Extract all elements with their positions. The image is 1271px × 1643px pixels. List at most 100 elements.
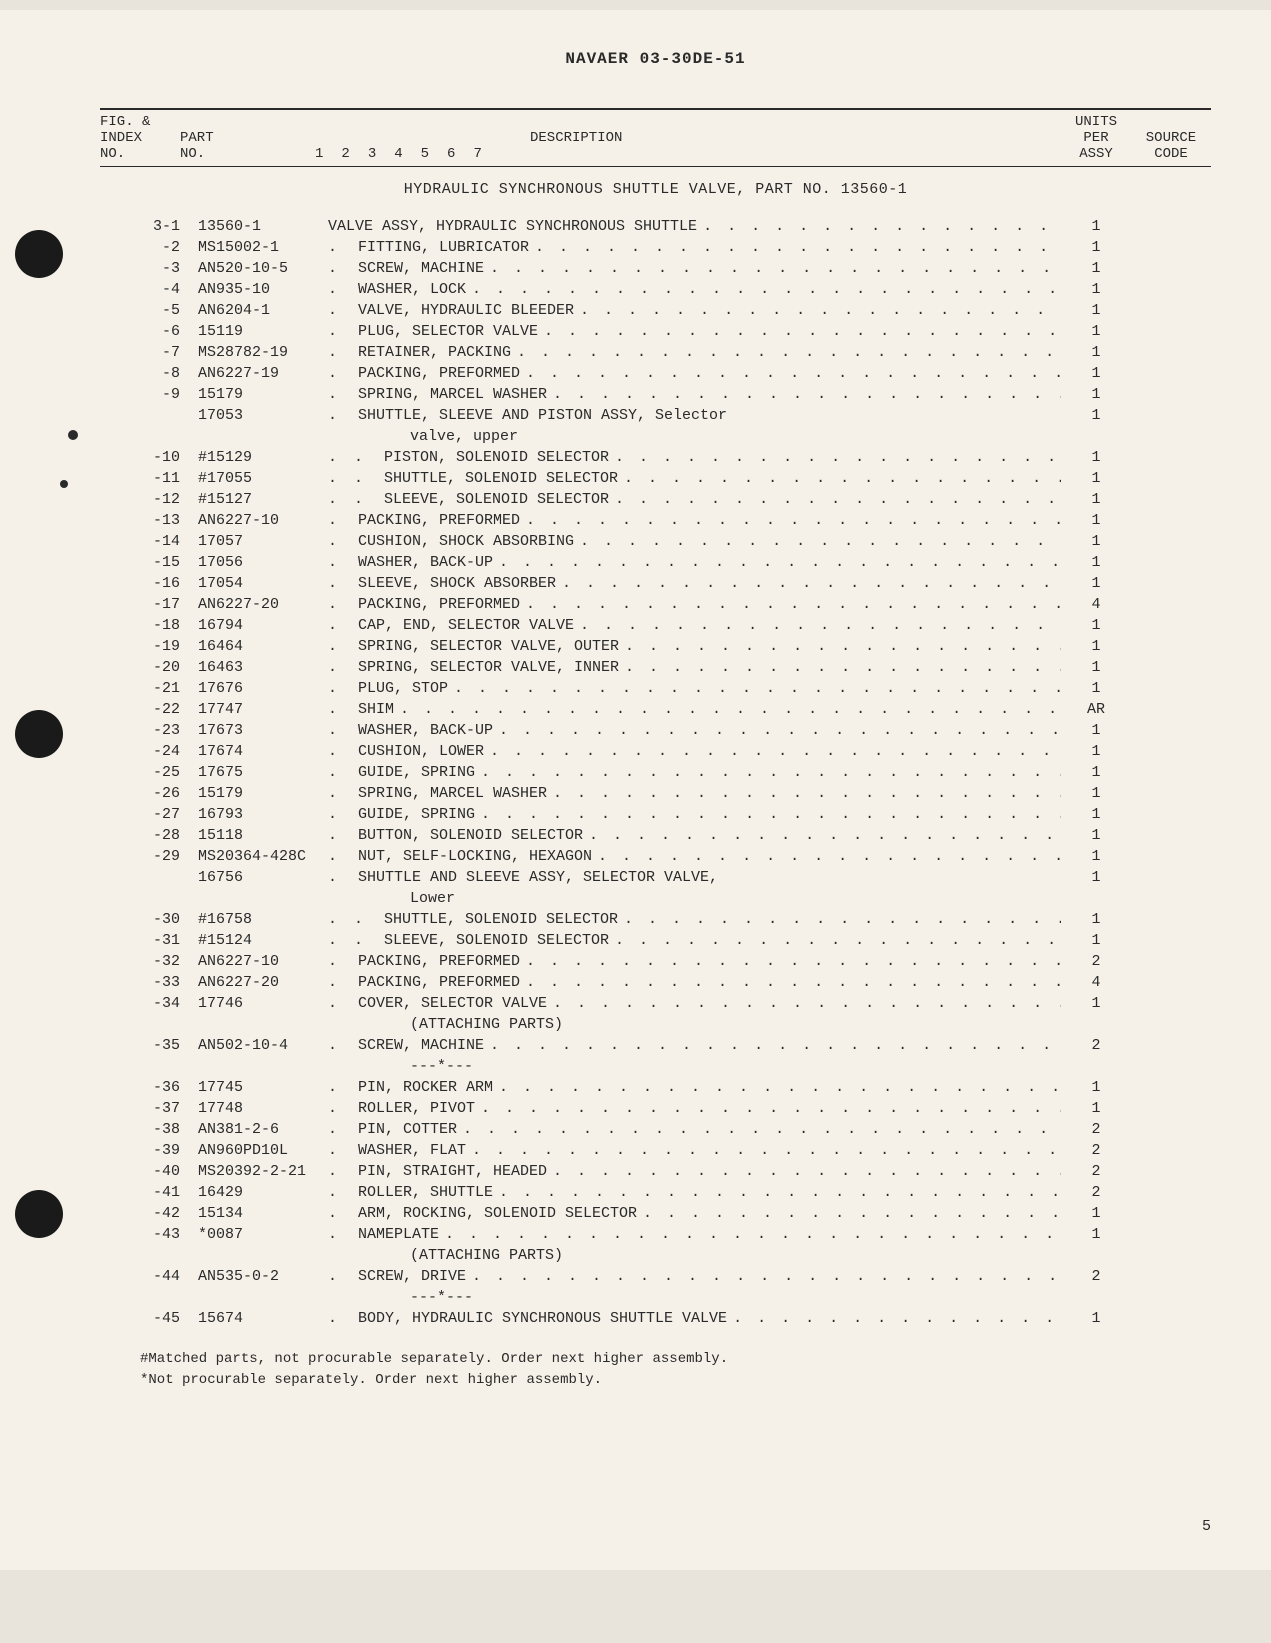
source-cell	[1131, 216, 1211, 237]
part-number-cell: MS15002-1	[198, 237, 328, 258]
col-header-desc: DESCRIPTION	[530, 130, 1061, 146]
source-cell	[1131, 531, 1211, 552]
indent-dot: .	[328, 825, 354, 846]
indent-dot: .	[328, 846, 354, 867]
part-number-cell: 17053	[198, 405, 328, 426]
dot-leader: . . . . . . . . . . . . . . . . . . . . …	[574, 615, 1061, 636]
scan-artifact	[60, 480, 68, 488]
col-header-units: UNITS	[1061, 114, 1131, 130]
indent-numbers: 1234567	[310, 146, 530, 162]
source-cell	[1131, 678, 1211, 699]
units-cell: 1	[1061, 552, 1131, 573]
part-number-cell: 16756	[198, 867, 328, 888]
indent-dot: .	[328, 804, 354, 825]
source-cell	[1131, 1203, 1211, 1224]
description-cell: VALVE, HYDRAULIC BLEEDER	[354, 300, 574, 321]
table-row: -2815118.BUTTON, SOLENOID SELECTOR. . . …	[100, 825, 1211, 846]
attaching-parts-marker: (ATTACHING PARTS)	[100, 1245, 1211, 1266]
index-cell: -6	[100, 321, 198, 342]
table-row: -3617745.PIN, ROCKER ARM. . . . . . . . …	[100, 1077, 1211, 1098]
dot-leader: . . . . . . . . . . . . . . . . . . . . …	[520, 951, 1061, 972]
table-row: -8AN6227-19.PACKING, PREFORMED. . . . . …	[100, 363, 1211, 384]
dot-leader: . . . . . . . . . . . . . . . . . . . . …	[475, 1098, 1061, 1119]
dot-leader: . . . . . . . . . . . . . . . . . . . . …	[520, 363, 1061, 384]
source-cell	[1131, 909, 1211, 930]
units-cell: 1	[1061, 783, 1131, 804]
dot-leader: . . . . . . . . . . . . . . . . . . . . …	[511, 342, 1061, 363]
description-cell: SCREW, DRIVE	[354, 1266, 466, 1287]
dot-leader: . . . . . . . . . . . . . . . . . . . . …	[574, 531, 1061, 552]
table-row: -2016463.SPRING, SELECTOR VALVE, INNER. …	[100, 657, 1211, 678]
source-cell	[1131, 720, 1211, 741]
table-row: -33AN6227-20.PACKING, PREFORMED. . . . .…	[100, 972, 1211, 993]
units-cell: 1	[1061, 384, 1131, 405]
indent-col-num: 1	[315, 146, 323, 162]
dot-leader: . . . . . . . . . . . . . . . . . . . . …	[529, 237, 1061, 258]
punch-hole	[15, 1190, 63, 1238]
dot-leader: . . . . . . . . . . . . . . . . . . . . …	[484, 741, 1061, 762]
units-cell: 1	[1061, 300, 1131, 321]
index-cell: -28	[100, 825, 198, 846]
table-row: -7MS28782-19.RETAINER, PACKING. . . . . …	[100, 342, 1211, 363]
units-cell: 4	[1061, 594, 1131, 615]
source-cell	[1131, 1161, 1211, 1182]
units-cell: 1	[1061, 447, 1131, 468]
index-cell: -10	[100, 447, 198, 468]
source-cell	[1131, 1308, 1211, 1329]
part-number-cell: 17748	[198, 1098, 328, 1119]
units-cell: 1	[1061, 930, 1131, 951]
footnote-matched: #Matched parts, not procurable separatel…	[140, 1349, 1211, 1370]
units-cell: 1	[1061, 846, 1131, 867]
index-cell: -20	[100, 657, 198, 678]
indent-dot: .	[328, 636, 354, 657]
dot-leader: . . . . . . . . . . . . . . . . . . . . …	[618, 468, 1061, 489]
indent-dot: .	[328, 573, 354, 594]
description-cell: PIN, STRAIGHT, HEADED	[354, 1161, 547, 1182]
part-number-cell: 16463	[198, 657, 328, 678]
description-cell: CUSHION, SHOCK ABSORBING	[354, 531, 574, 552]
units-cell: AR	[1061, 699, 1131, 720]
footnotes: #Matched parts, not procurable separatel…	[100, 1349, 1211, 1391]
part-number-cell: AN6227-20	[198, 972, 328, 993]
dot-leader: . . . . . . . . . . . . . . . . . . . . …	[547, 993, 1061, 1014]
indent-dot: .	[328, 720, 354, 741]
table-row: -915179.SPRING, MARCEL WASHER. . . . . .…	[100, 384, 1211, 405]
description-cell: SHUTTLE, SOLENOID SELECTOR	[380, 468, 618, 489]
table-row: -3717748.ROLLER, PIVOT. . . . . . . . . …	[100, 1098, 1211, 1119]
table-row: -3AN520-10-5.SCREW, MACHINE. . . . . . .…	[100, 258, 1211, 279]
attaching-parts-marker: ---*---	[100, 1287, 1211, 1308]
indent-dot: .	[328, 258, 354, 279]
indent-dot: .	[328, 1224, 354, 1245]
units-cell: 1	[1061, 321, 1131, 342]
dot-leader: . . . . . . . . . . . . . . . . . . . . …	[466, 1266, 1061, 1287]
indent-dot: .	[328, 321, 354, 342]
source-cell	[1131, 804, 1211, 825]
index-cell: -40	[100, 1161, 198, 1182]
indent-dot: .	[328, 951, 354, 972]
part-number-cell: #15124	[198, 930, 328, 951]
attaching-parts-marker: (ATTACHING PARTS)	[100, 1014, 1211, 1035]
indent-dot: .	[328, 510, 354, 531]
dot-leader: . . . . . . . . . . . . . . . . . . . . …	[547, 1161, 1061, 1182]
source-cell	[1131, 636, 1211, 657]
units-cell: 2	[1061, 1161, 1131, 1182]
indent-dot: .	[328, 447, 354, 468]
table-header: FIG. & UNITS INDEX PART DESCRIPTION PER …	[100, 108, 1211, 167]
table-row: -17AN6227-20.PACKING, PREFORMED. . . . .…	[100, 594, 1211, 615]
description-cell: PACKING, PREFORMED	[354, 510, 520, 531]
part-number-cell: #15129	[198, 447, 328, 468]
index-cell	[100, 405, 198, 426]
footnote-not-procurable: *Not procurable separately. Order next h…	[140, 1370, 1211, 1391]
description-cell: NUT, SELF-LOCKING, HEXAGON	[354, 846, 592, 867]
scan-artifact	[68, 430, 78, 440]
dot-leader: . . . . . . . . . . . . . . . . . . . . …	[493, 552, 1061, 573]
units-cell: 1	[1061, 1224, 1131, 1245]
units-cell: 1	[1061, 1098, 1131, 1119]
dot-leader: . . . . . . . . . . . . . . . . . . . . …	[697, 216, 1061, 237]
index-cell: -7	[100, 342, 198, 363]
dot-leader: . . . . . . . . . . . . . . . . . . . . …	[475, 804, 1061, 825]
source-cell	[1131, 930, 1211, 951]
source-cell	[1131, 825, 1211, 846]
source-cell	[1131, 762, 1211, 783]
table-row: -615119.PLUG, SELECTOR VALVE. . . . . . …	[100, 321, 1211, 342]
